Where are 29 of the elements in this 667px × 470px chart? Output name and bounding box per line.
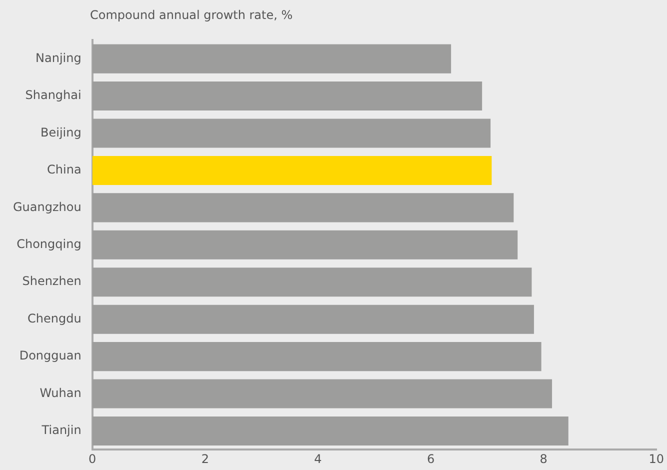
y-tick-label: Nanjing <box>36 50 82 65</box>
x-tick-label: 10 <box>648 452 664 466</box>
bar <box>92 82 482 111</box>
y-tick-label: Shenzhen <box>22 274 82 288</box>
x-tick-label: 8 <box>540 452 548 466</box>
bar <box>92 379 552 408</box>
y-tick-label: China <box>47 162 82 177</box>
y-tick-label: Guangzhou <box>12 200 82 214</box>
y-tick-label: Chongqing <box>16 237 82 252</box>
y-tick-label: Tianjin <box>40 423 82 438</box>
x-tick-label: 4 <box>314 452 322 466</box>
bar <box>92 193 514 222</box>
bar <box>92 44 452 74</box>
bar <box>92 230 518 260</box>
bar <box>92 416 568 446</box>
bar <box>92 342 542 372</box>
x-tick-label: 2 <box>201 452 209 466</box>
bar <box>92 156 492 185</box>
bar <box>92 118 491 148</box>
y-tick-label: Shanghai <box>25 88 82 102</box>
y-tick-label: Chengdu <box>28 311 82 326</box>
x-tick-label: 0 <box>88 452 96 466</box>
x-tick-label: 6 <box>426 452 435 466</box>
y-tick-label: Wuhan <box>40 386 82 400</box>
y-tick-label: Dongguan <box>19 348 82 363</box>
bar <box>92 268 532 297</box>
bar <box>92 304 534 334</box>
y-tick-label: Beijing <box>40 125 82 140</box>
chart-title: Compound annual growth rate, % <box>90 8 293 22</box>
